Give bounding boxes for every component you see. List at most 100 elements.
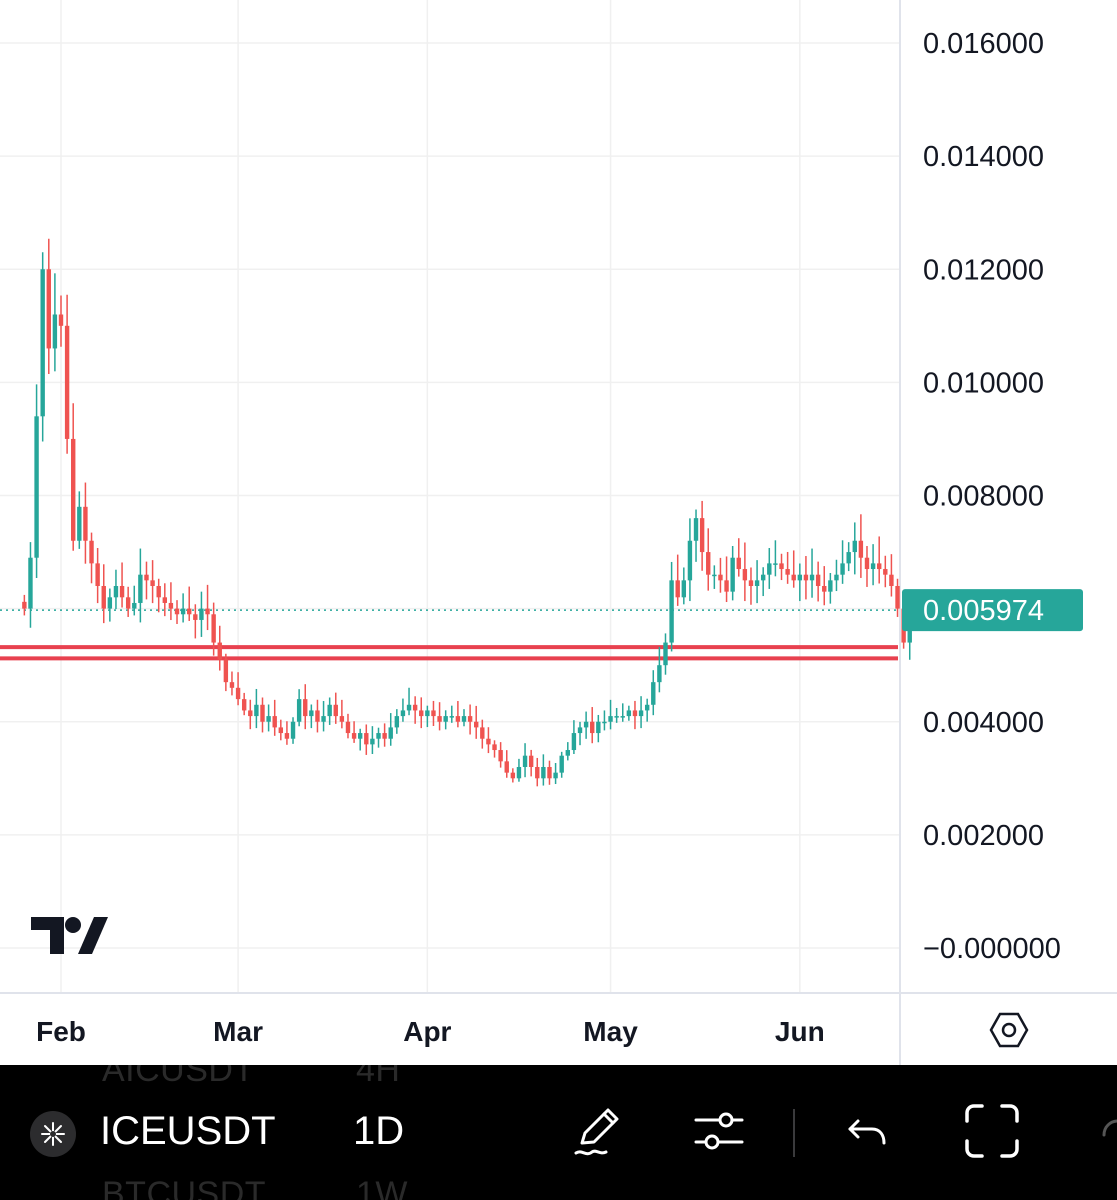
price-axis[interactable]: 0.016000 0.014000 0.012000 0.010000 0.008000… bbox=[902, 28, 1083, 965]
candle bbox=[290, 717, 296, 744]
candle-body bbox=[681, 580, 687, 598]
symbol-logo[interactable] bbox=[30, 1111, 76, 1157]
candle-body bbox=[596, 721, 601, 734]
candle bbox=[64, 294, 70, 454]
candle-body bbox=[620, 716, 625, 718]
candle-body bbox=[748, 580, 754, 586]
candle-body bbox=[241, 699, 247, 711]
candle bbox=[828, 572, 833, 604]
candle bbox=[474, 705, 479, 739]
tradingview-logo[interactable] bbox=[31, 917, 108, 954]
candle bbox=[199, 591, 204, 637]
candle-body bbox=[724, 580, 729, 592]
candle-body bbox=[339, 716, 345, 722]
candle-body bbox=[528, 755, 534, 767]
candle-body bbox=[889, 574, 894, 586]
price-tick-label: 0.014000 bbox=[923, 141, 1044, 173]
candle-body bbox=[742, 569, 748, 581]
candle bbox=[461, 709, 467, 727]
candle bbox=[156, 578, 161, 613]
candle-body bbox=[510, 772, 516, 779]
candle bbox=[22, 594, 27, 616]
candle bbox=[83, 482, 88, 564]
candle bbox=[34, 384, 39, 578]
candle bbox=[333, 692, 338, 724]
candle bbox=[669, 561, 674, 652]
candle-body bbox=[467, 716, 473, 722]
candle bbox=[840, 540, 845, 584]
price-tick-label: 0.010000 bbox=[923, 367, 1044, 399]
candle-body bbox=[425, 710, 430, 717]
candle bbox=[638, 696, 644, 729]
candle bbox=[492, 740, 497, 758]
candle-body bbox=[797, 574, 803, 581]
symbol-name[interactable]: ICEUSDT bbox=[100, 1109, 276, 1153]
candle bbox=[278, 719, 284, 741]
star-icon bbox=[41, 1122, 65, 1146]
candle-body bbox=[651, 682, 656, 705]
candle-body bbox=[669, 580, 674, 643]
candle bbox=[248, 699, 253, 730]
candle bbox=[651, 670, 656, 716]
candle bbox=[553, 763, 558, 785]
gear-hexagon-icon[interactable] bbox=[989, 1012, 1029, 1048]
candle-body bbox=[486, 738, 491, 745]
indicators-button[interactable] bbox=[690, 1101, 750, 1161]
candle bbox=[321, 701, 326, 732]
candle-body bbox=[419, 710, 424, 717]
ghost-interval-below: 1W bbox=[356, 1175, 408, 1200]
fullscreen-button[interactable] bbox=[962, 1101, 1022, 1161]
candles bbox=[22, 238, 912, 787]
candle-body bbox=[559, 755, 564, 773]
candle bbox=[608, 699, 613, 730]
candle-body bbox=[803, 574, 809, 581]
horizontal-lines[interactable] bbox=[0, 645, 898, 661]
candle bbox=[364, 724, 369, 755]
undo-button[interactable] bbox=[838, 1101, 898, 1161]
candle-body bbox=[235, 687, 241, 700]
last-price-badge[interactable] bbox=[902, 589, 1083, 632]
fullscreen-icon bbox=[965, 1104, 1019, 1158]
interval-selector[interactable]: 1D bbox=[353, 1109, 405, 1153]
candle bbox=[547, 760, 552, 785]
candle-body bbox=[125, 597, 131, 609]
candle bbox=[675, 554, 680, 606]
candle-body bbox=[180, 608, 186, 615]
candle bbox=[309, 704, 314, 729]
candle-body bbox=[266, 716, 271, 722]
candle bbox=[864, 546, 870, 587]
candle-body bbox=[394, 716, 400, 728]
undo-icon bbox=[848, 1119, 886, 1145]
candle bbox=[205, 584, 210, 631]
candle bbox=[602, 710, 607, 731]
price-tick-label: 0.004000 bbox=[923, 707, 1044, 739]
candle-body bbox=[345, 721, 351, 734]
candle-body bbox=[785, 569, 790, 575]
candle-body bbox=[290, 721, 296, 739]
candle bbox=[730, 546, 735, 601]
candle bbox=[657, 646, 662, 693]
price-chart[interactable]: 0.016000 0.014000 0.012000 0.010000 0.008000… bbox=[0, 0, 1117, 1065]
candle bbox=[382, 723, 387, 747]
candle-body bbox=[730, 557, 735, 592]
candle bbox=[193, 604, 198, 639]
candle bbox=[834, 559, 839, 592]
candle-body bbox=[412, 704, 418, 711]
chart-area[interactable]: 0.016000 0.014000 0.012000 0.010000 0.008000… bbox=[0, 0, 1117, 1065]
candle-body bbox=[632, 710, 638, 717]
candle-body bbox=[248, 710, 253, 717]
more-button[interactable] bbox=[1096, 1101, 1117, 1161]
candle bbox=[235, 672, 241, 706]
candle-body bbox=[119, 586, 125, 598]
candle bbox=[809, 548, 815, 598]
draw-tool-button[interactable] bbox=[568, 1101, 628, 1161]
sliders-icon bbox=[694, 1112, 744, 1150]
candle bbox=[107, 588, 113, 622]
candle-body bbox=[498, 750, 503, 762]
candle bbox=[211, 602, 216, 656]
candle-body bbox=[870, 563, 876, 570]
time-axis[interactable]: Feb Mar Apr May Jun bbox=[36, 1016, 825, 1047]
candle-body bbox=[614, 716, 619, 718]
candle bbox=[791, 550, 796, 588]
candle-body bbox=[541, 767, 546, 779]
